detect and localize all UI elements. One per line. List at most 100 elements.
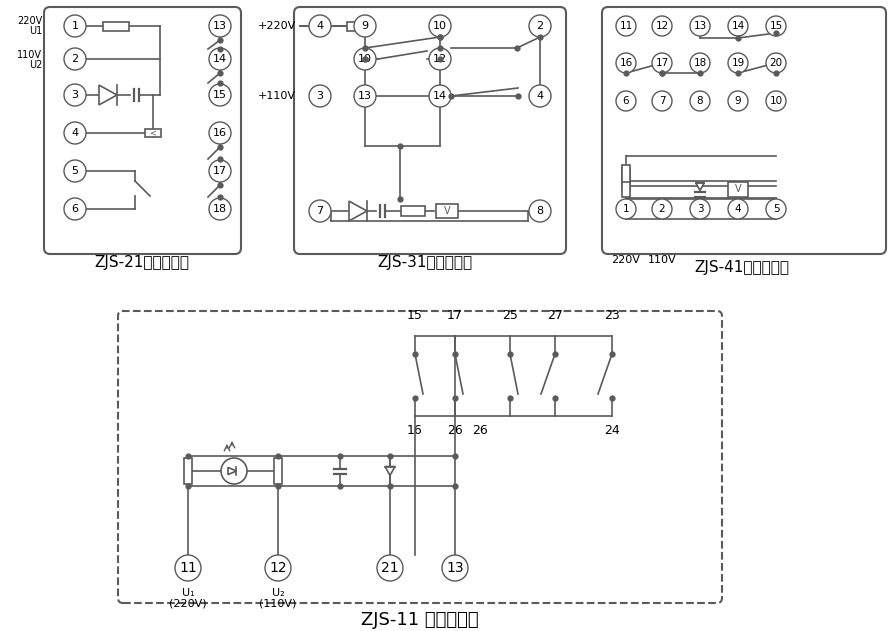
Circle shape (354, 48, 376, 70)
Text: 8: 8 (696, 96, 704, 106)
Text: 4: 4 (735, 204, 741, 214)
Polygon shape (99, 85, 117, 105)
Text: U2: U2 (29, 60, 42, 70)
Text: 2: 2 (536, 21, 544, 31)
Circle shape (209, 122, 231, 144)
Text: V: V (735, 184, 741, 194)
Circle shape (529, 85, 551, 107)
Text: 110V: 110V (647, 255, 677, 265)
Text: U₁: U₁ (181, 588, 194, 598)
Circle shape (354, 85, 376, 107)
Circle shape (766, 91, 786, 111)
Circle shape (377, 555, 403, 581)
Polygon shape (385, 466, 395, 476)
Text: (220V): (220V) (169, 598, 207, 608)
Text: 25: 25 (502, 309, 518, 322)
Text: 7: 7 (316, 206, 324, 216)
Text: 2: 2 (659, 204, 665, 214)
Text: 17: 17 (655, 58, 669, 68)
FancyBboxPatch shape (602, 7, 886, 254)
Circle shape (64, 198, 86, 220)
Text: 24: 24 (604, 424, 620, 437)
Circle shape (429, 48, 451, 70)
Text: <: < (149, 129, 156, 138)
Text: 15: 15 (407, 309, 423, 322)
Text: 15: 15 (213, 90, 227, 100)
Text: ZJS-11 背后接线图: ZJS-11 背后接线图 (361, 611, 479, 629)
Text: 8: 8 (536, 206, 544, 216)
Text: +220V: +220V (257, 21, 296, 31)
Circle shape (209, 198, 231, 220)
Text: 27: 27 (547, 309, 563, 322)
Circle shape (265, 555, 291, 581)
Circle shape (209, 15, 231, 37)
Circle shape (529, 200, 551, 222)
Bar (184, 458, 192, 484)
FancyBboxPatch shape (44, 7, 241, 254)
Polygon shape (349, 201, 367, 221)
Text: 110V: 110V (17, 50, 42, 60)
Text: 220V: 220V (17, 16, 42, 26)
Text: 7: 7 (659, 96, 665, 106)
Circle shape (209, 48, 231, 70)
Text: 17: 17 (447, 309, 463, 322)
Text: V: V (443, 206, 451, 216)
Text: 6: 6 (623, 96, 629, 106)
Circle shape (766, 199, 786, 219)
Text: 26: 26 (447, 424, 463, 437)
Polygon shape (228, 468, 236, 475)
Bar (622, 165, 630, 183)
Text: 16: 16 (407, 424, 423, 437)
Circle shape (728, 53, 748, 73)
Circle shape (209, 84, 231, 106)
Circle shape (616, 91, 636, 111)
Circle shape (64, 48, 86, 70)
Text: 14: 14 (731, 21, 745, 31)
Text: 5: 5 (72, 166, 79, 176)
Circle shape (64, 84, 86, 106)
Bar (436, 204, 458, 218)
Text: 12: 12 (433, 54, 447, 64)
Text: 12: 12 (655, 21, 669, 31)
Text: 13: 13 (213, 21, 227, 31)
Text: 17: 17 (213, 166, 227, 176)
Text: 14: 14 (213, 54, 227, 64)
Text: 13: 13 (446, 561, 464, 575)
Text: ZJS-31内部接线图: ZJS-31内部接线图 (377, 255, 473, 270)
Text: 10: 10 (433, 21, 447, 31)
Text: 10: 10 (770, 96, 782, 106)
Text: 5: 5 (772, 204, 780, 214)
Text: (110V): (110V) (259, 598, 297, 608)
Text: 6: 6 (72, 204, 79, 214)
Text: 9: 9 (361, 21, 368, 31)
Text: 15: 15 (770, 21, 782, 31)
Circle shape (652, 53, 672, 73)
Bar (103, 21, 129, 30)
Circle shape (64, 15, 86, 37)
Bar (347, 21, 365, 30)
Circle shape (728, 199, 748, 219)
Circle shape (690, 53, 710, 73)
Text: 9: 9 (735, 96, 741, 106)
Text: 11: 11 (179, 561, 197, 575)
Circle shape (690, 16, 710, 36)
Circle shape (209, 160, 231, 182)
Bar (622, 182, 630, 197)
Text: 19: 19 (731, 58, 745, 68)
Circle shape (616, 53, 636, 73)
Text: 3: 3 (696, 204, 704, 214)
Circle shape (442, 555, 468, 581)
Bar (728, 182, 748, 197)
Text: 16: 16 (620, 58, 633, 68)
Bar (401, 206, 425, 216)
Text: 23: 23 (604, 309, 620, 322)
Text: U₂: U₂ (272, 588, 284, 598)
Text: 11: 11 (620, 21, 633, 31)
Text: 20: 20 (770, 58, 782, 68)
Circle shape (429, 85, 451, 107)
Bar (145, 129, 161, 137)
Text: 18: 18 (694, 58, 706, 68)
Circle shape (175, 555, 201, 581)
FancyBboxPatch shape (118, 311, 722, 603)
Text: ZJS-21内部接线图: ZJS-21内部接线图 (95, 255, 190, 270)
